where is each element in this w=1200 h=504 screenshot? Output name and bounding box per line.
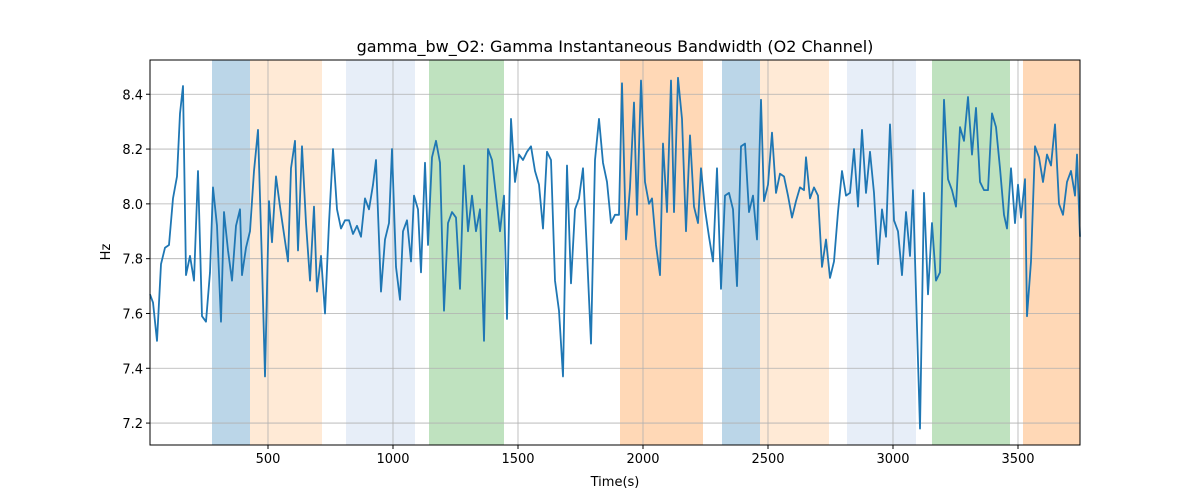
shaded-span [722,60,760,445]
shaded-span [346,60,415,445]
x-tick-label: 3500 [1001,452,1034,467]
shaded-span [760,60,829,445]
data-line [149,76,1081,430]
plot-frame [149,59,1081,446]
x-tick-label: 1000 [376,452,409,467]
chart-title: gamma_bw_O2: Gamma Instantaneous Bandwid… [357,37,874,57]
x-tick-label: 3000 [876,452,909,467]
y-tick-label: 8.0 [122,198,143,213]
shaded-span [1023,60,1080,445]
y-tick-label: 7.4 [122,362,143,377]
x-axis-label: Time(s) [590,475,640,490]
shaded-span [847,60,916,445]
y-tick-label: 7.2 [122,417,143,432]
y-tick-label: 7.6 [122,307,143,322]
x-tick-label: 500 [256,452,281,467]
x-tick-label: 1500 [501,452,534,467]
y-tick-label: 8.4 [122,88,143,103]
y-tick-label: 8.2 [122,143,143,158]
y-axis-label: Hz [99,244,114,261]
y-tick-label: 7.8 [122,253,143,268]
x-tick-label: 2500 [751,452,784,467]
x-tick-label: 2000 [626,452,659,467]
shaded-span [429,60,504,445]
